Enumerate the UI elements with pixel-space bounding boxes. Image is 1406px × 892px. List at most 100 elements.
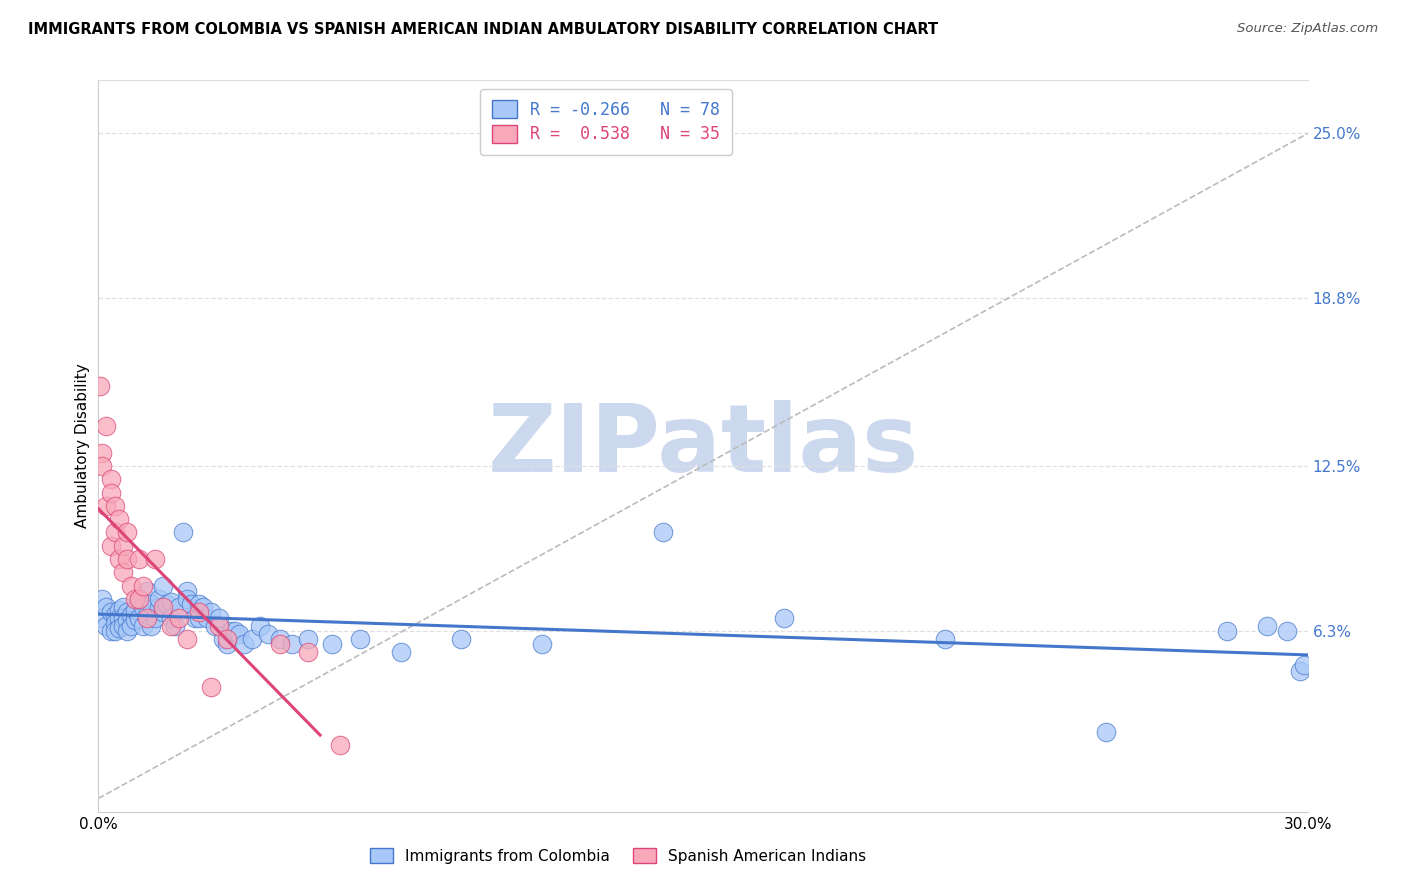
Point [89,379,111,393]
Point [176,591,198,606]
Point [91,445,114,459]
Point [120,579,142,593]
Point [100,485,122,500]
Point [124,602,146,616]
Text: ZIPatlas: ZIPatlas [488,400,918,492]
Point [1288,664,1310,678]
Point [217,632,239,646]
Point [143,552,166,566]
Point [100,605,122,619]
Point [100,624,122,638]
Point [249,618,271,632]
Point [651,525,673,540]
Point [208,610,231,624]
Point [321,637,343,651]
Point [115,605,138,619]
Point [208,618,231,632]
Point [124,613,146,627]
Point [167,610,190,624]
Point [188,605,211,619]
Point [176,632,198,646]
Point [188,610,211,624]
Point [135,610,157,624]
Point [224,624,246,638]
Point [115,624,138,638]
Point [256,626,278,640]
Point [180,597,202,611]
Point [1095,725,1118,739]
Point [132,579,155,593]
Point [329,738,352,752]
Point [107,512,129,526]
Point [297,632,319,646]
Point [111,539,134,553]
Point [96,419,118,434]
Point [152,599,174,614]
Legend: Immigrants from Colombia, Spanish American Indians: Immigrants from Colombia, Spanish Americ… [364,842,873,870]
Point [96,599,118,614]
Point [103,607,125,622]
Point [132,618,155,632]
Point [103,615,125,630]
Point [91,610,114,624]
Point [193,599,215,614]
Point [96,618,118,632]
Point [1256,618,1278,632]
Point [152,579,174,593]
Point [96,499,118,513]
Point [934,632,956,646]
Point [349,632,371,646]
Point [212,632,235,646]
Point [1277,624,1299,638]
Point [200,680,222,694]
Point [103,499,125,513]
Point [128,591,150,606]
Point [163,618,186,632]
Point [240,632,263,646]
Point [176,584,198,599]
Point [135,607,157,622]
Point [152,605,174,619]
Point [103,624,125,638]
Point [139,618,162,632]
Point [232,637,254,651]
Point [156,597,179,611]
Point [115,525,138,540]
Y-axis label: Ambulatory Disability: Ambulatory Disability [75,364,90,528]
Point [111,566,134,580]
Point [217,637,239,651]
Point [100,472,122,486]
Point [128,610,150,624]
Point [269,637,291,651]
Point [148,599,170,614]
Text: IMMIGRANTS FROM COLOMBIA VS SPANISH AMERICAN INDIAN AMBULATORY DISABILITY CORREL: IMMIGRANTS FROM COLOMBIA VS SPANISH AMER… [28,22,938,37]
Point [772,610,794,624]
Point [107,610,129,624]
Point [132,599,155,614]
Point [120,618,142,632]
Point [111,599,134,614]
Point [167,599,190,614]
Point [135,584,157,599]
Point [1216,624,1239,638]
Point [107,602,129,616]
Point [228,626,250,640]
Point [160,594,183,608]
Point [115,552,138,566]
Point [128,591,150,606]
Point [188,597,211,611]
Point [139,597,162,611]
Point [204,618,226,632]
Point [143,610,166,624]
Point [148,591,170,606]
Point [389,645,412,659]
Point [107,621,129,635]
Point [269,632,291,646]
Point [195,610,218,624]
Point [184,610,207,624]
Point [160,610,183,624]
Point [297,645,319,659]
Point [200,605,222,619]
Point [91,591,114,606]
Point [107,552,129,566]
